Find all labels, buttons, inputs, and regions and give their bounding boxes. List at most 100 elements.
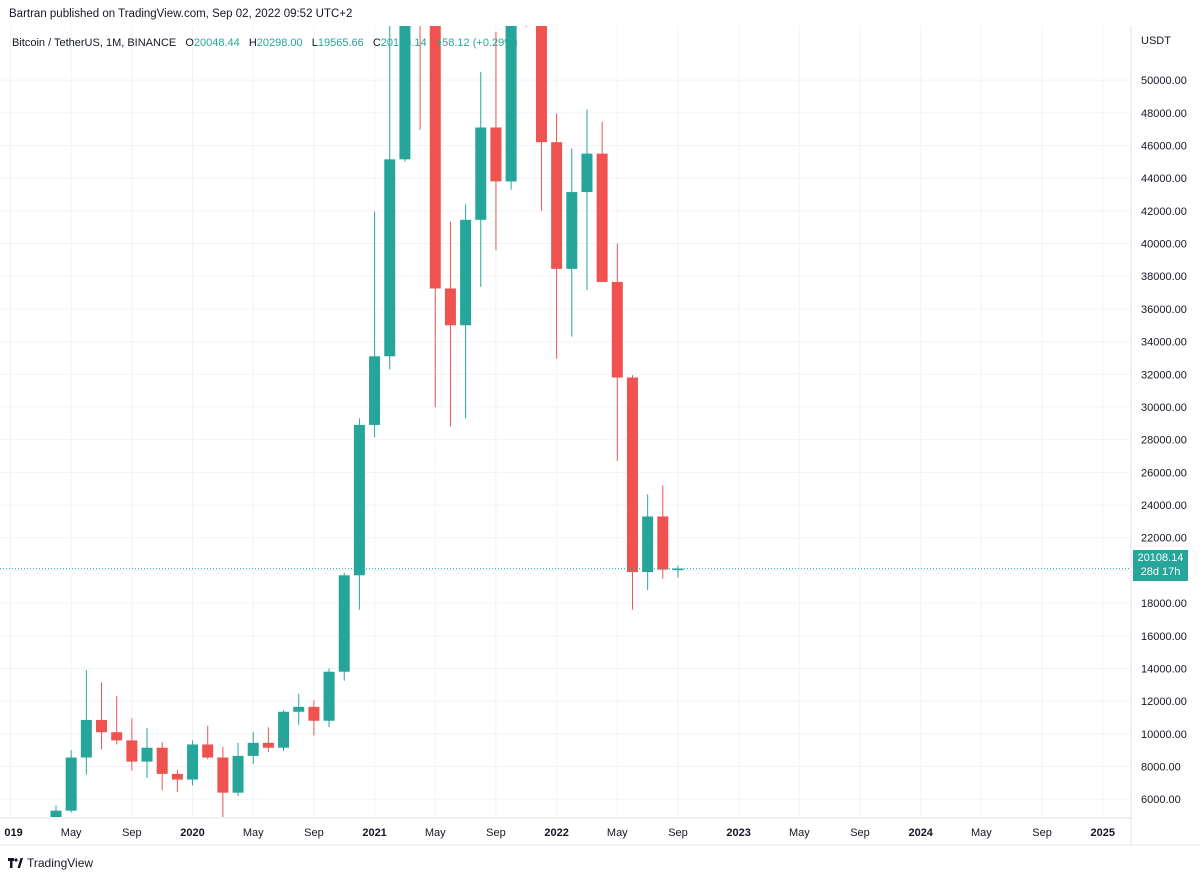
y-tick-label: 24000.00 xyxy=(1141,500,1187,512)
candle-down xyxy=(611,281,623,378)
candle-down xyxy=(202,744,214,758)
last-price-tag: 20108.14 28d 17h xyxy=(1133,550,1188,581)
candle-down xyxy=(111,732,123,741)
candle-down xyxy=(596,153,608,282)
x-tick-label: 2025 xyxy=(1090,827,1114,839)
close-value: 20108.14 xyxy=(380,37,427,49)
candle-up xyxy=(247,742,259,756)
candle-up xyxy=(50,810,62,817)
x-tick-label: Sep xyxy=(122,827,142,839)
candle-down xyxy=(217,757,229,793)
y-tick-label: 28000.00 xyxy=(1141,435,1187,447)
y-tick-label: 32000.00 xyxy=(1141,369,1187,381)
x-tick-label: May xyxy=(789,827,810,839)
y-tick-label: 44000.00 xyxy=(1141,173,1187,185)
x-tick-label: May xyxy=(61,827,82,839)
candle-up xyxy=(80,719,92,758)
candle-down xyxy=(171,773,183,780)
candle-up xyxy=(384,159,396,357)
close-label: C xyxy=(372,37,381,49)
high-value: 20298.00 xyxy=(256,37,303,49)
published-by-caption: Bartran published on TradingView.com, Se… xyxy=(9,8,353,20)
x-tick-label: 2021 xyxy=(362,827,386,839)
candle-up xyxy=(642,516,654,573)
candle-down xyxy=(444,288,456,326)
candle-up xyxy=(581,153,593,193)
candle-down xyxy=(308,706,320,721)
candle-up xyxy=(232,755,244,793)
high-label: H xyxy=(248,37,257,49)
y-tick-label: 46000.00 xyxy=(1141,140,1187,152)
symbol-label: Bitcoin / TetherUS, 1M, BINANCE xyxy=(12,37,177,49)
candle-up xyxy=(293,706,305,712)
candle-up xyxy=(566,192,578,269)
candle-down xyxy=(429,26,441,289)
currency-label: USDT xyxy=(1141,35,1171,47)
chart-legend: Bitcoin / TetherUS, 1M, BINANCE O20048.4… xyxy=(12,37,524,49)
y-tick-label: 16000.00 xyxy=(1141,631,1187,643)
open-label: O xyxy=(185,37,194,49)
candle-down xyxy=(535,26,547,143)
x-tick-label: 2024 xyxy=(908,827,933,839)
candle-up xyxy=(505,26,517,182)
x-tick-label: Sep xyxy=(304,827,324,839)
candle-down xyxy=(156,747,168,774)
change-value: +58.12 (+0.29%) xyxy=(435,37,518,49)
x-tick-label: 2022 xyxy=(544,827,568,839)
candles-group xyxy=(35,26,684,835)
last-price-value: 20108.14 xyxy=(1137,552,1184,564)
candle-up xyxy=(187,744,199,780)
candle-up xyxy=(475,127,487,220)
candle-up xyxy=(369,356,381,425)
candle-up xyxy=(278,711,290,748)
x-tick-label: 2023 xyxy=(726,827,750,839)
candle-down xyxy=(490,127,502,182)
y-tick-label: 38000.00 xyxy=(1141,271,1187,283)
y-tick-label: 48000.00 xyxy=(1141,108,1187,120)
bar-countdown: 28d 17h xyxy=(1140,566,1181,578)
y-tick-label: 10000.00 xyxy=(1141,729,1187,741)
y-tick-label: 14000.00 xyxy=(1141,663,1187,675)
y-tick-label: 6000.00 xyxy=(1141,794,1181,806)
x-tick-label: 2020 xyxy=(180,827,204,839)
y-tick-label: 12000.00 xyxy=(1141,696,1187,708)
y-tick-label: 40000.00 xyxy=(1141,239,1187,251)
candle-up xyxy=(353,424,365,576)
axis-edge-mask xyxy=(0,820,4,840)
x-tick-label: May xyxy=(607,827,628,839)
tradingview-brand-text: TradingView xyxy=(27,856,94,870)
x-tick-label: May xyxy=(425,827,446,839)
low-value: 19565.66 xyxy=(317,37,364,49)
tradingview-logo[interactable]: TradingView xyxy=(8,856,93,870)
candle-up xyxy=(35,830,46,835)
open-value: 20048.44 xyxy=(193,37,240,49)
candle-up xyxy=(460,219,472,326)
y-tick-label: 26000.00 xyxy=(1141,467,1187,479)
x-tick-label: Sep xyxy=(486,827,506,839)
x-tick-label: May xyxy=(243,827,264,839)
x-tick-label: Sep xyxy=(850,827,870,839)
x-tick-label: May xyxy=(971,827,992,839)
candle-down xyxy=(626,377,638,573)
x-tick-label: Sep xyxy=(1032,827,1052,839)
y-tick-label: 42000.00 xyxy=(1141,206,1187,218)
candle-up xyxy=(399,26,411,160)
y-tick-label: 36000.00 xyxy=(1141,304,1187,316)
candle-up xyxy=(141,747,153,762)
candle-down xyxy=(657,516,669,570)
y-tick-label: 18000.00 xyxy=(1141,598,1187,610)
candle-up xyxy=(65,757,77,811)
x-tick-label: 2019 xyxy=(0,827,23,839)
candle-down xyxy=(551,142,563,269)
candle-down xyxy=(96,719,108,733)
y-tick-label: 34000.00 xyxy=(1141,337,1187,349)
tradingview-logo-icon xyxy=(8,858,23,868)
y-tick-label: 50000.00 xyxy=(1141,75,1187,87)
candle-down xyxy=(262,742,274,748)
low-label: L xyxy=(311,37,318,49)
candle-up xyxy=(672,568,684,571)
x-tick-label: Sep xyxy=(668,827,688,839)
y-tick-label: 30000.00 xyxy=(1141,402,1187,414)
candle-down xyxy=(126,740,138,762)
